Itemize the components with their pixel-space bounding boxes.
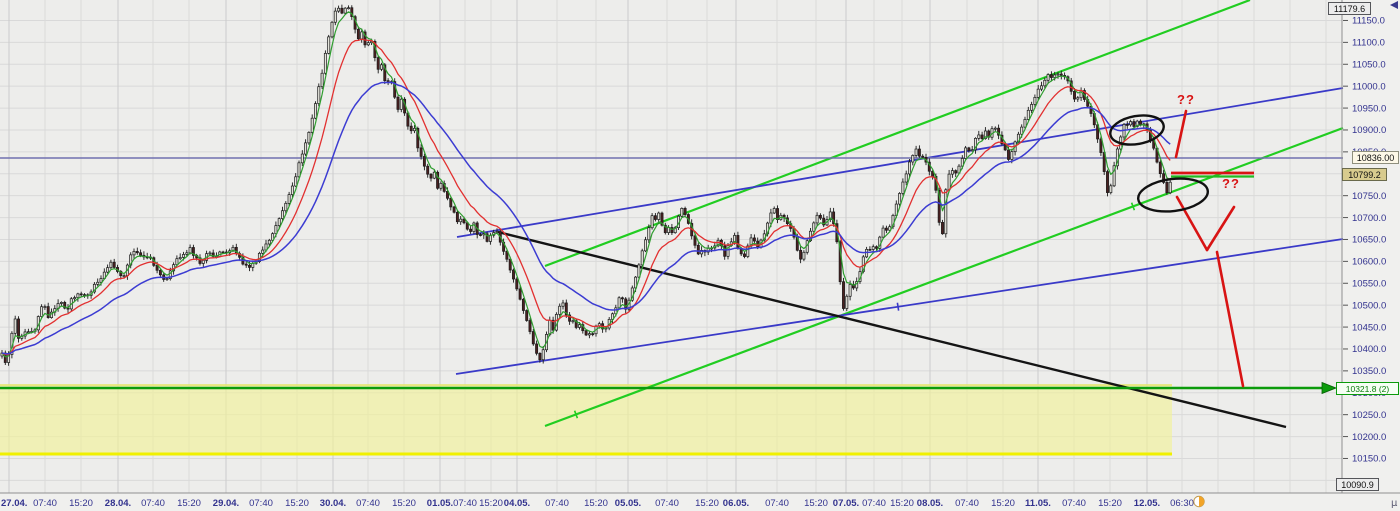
x-axis-label: 15:20	[584, 498, 608, 509]
y-axis-label: 10950.0	[1352, 103, 1386, 114]
green-channel-lower[interactable]	[544, 126, 1344, 428]
x-axis-label: 15:20	[392, 498, 416, 509]
x-axis[interactable]: 27.04. 07:40 15:20 28.04. 07:40 15:20 29.04. 07…	[1, 498, 1194, 509]
x-axis-label: 07:40	[356, 498, 380, 509]
x-axis-label: 07:40	[33, 498, 57, 509]
highlight-ellipse-2[interactable]	[1136, 175, 1209, 215]
x-axis-label: 04.05.	[504, 498, 530, 509]
y-axis-label: 10550.0	[1352, 278, 1386, 289]
x-axis-label: 15:20	[890, 498, 914, 509]
slow-ma-line[interactable]	[1, 81, 1171, 355]
y-axis-label: 10900.0	[1352, 125, 1386, 136]
x-axis-label: 28.04.	[105, 498, 131, 509]
x-axis-label: 07:40	[453, 498, 477, 509]
x-axis-label: 06.05.	[723, 498, 749, 509]
y-axis-label: 10650.0	[1352, 235, 1386, 246]
target-line-arrow-icon	[1321, 381, 1338, 395]
x-axis-label: 11.05.	[1025, 498, 1051, 509]
green-channel-lower-midpoint-tick	[1130, 202, 1136, 211]
half-moon-session-icon	[1193, 495, 1205, 508]
last-price-marker: 10799.2	[1342, 168, 1387, 181]
scenario-annotations	[1108, 109, 1254, 388]
x-axis-label: 07:40	[655, 498, 679, 509]
pin-icon[interactable]: µ	[1391, 498, 1398, 509]
axis-arrow-icon[interactable]	[1390, 1, 1398, 9]
candlestick-series	[0, 4, 1172, 366]
x-axis-label: 07:40	[765, 498, 789, 509]
red-scenario-line-2[interactable]	[1175, 195, 1209, 252]
target-level-marker: 10321.8 (2)	[1336, 382, 1399, 395]
period-high-marker: 11179.6	[1328, 2, 1371, 15]
horizontal-line-value-marker: 10836.00	[1352, 151, 1399, 164]
x-axis-label: 15:20	[69, 498, 93, 509]
x-axis-label: 30.04.	[320, 498, 346, 509]
x-axis-label: 15:20	[177, 498, 201, 509]
x-axis-label: 07.05.	[833, 498, 859, 509]
x-axis-label: 07:40	[141, 498, 165, 509]
question-annotation-lower[interactable]: ??	[1222, 176, 1240, 191]
black-downtrend-line[interactable]	[497, 230, 1287, 429]
x-axis-label: 07:40	[862, 498, 886, 509]
blue-trendline-lower[interactable]	[455, 238, 1344, 375]
y-axis-label: 11150.0	[1352, 16, 1385, 27]
highlight-ellipse-1[interactable]	[1108, 112, 1166, 149]
x-axis-label: 15:20	[804, 498, 828, 509]
x-axis-label: 15:20	[479, 498, 503, 509]
x-axis-label: 05.05.	[615, 498, 641, 509]
x-axis-label: 07:40	[955, 498, 979, 509]
x-axis-label: 15:20	[285, 498, 309, 509]
x-axis-label: 15:20	[991, 498, 1015, 509]
period-low-marker: 10090.9	[1336, 478, 1379, 491]
y-axis-label: 10600.0	[1352, 257, 1386, 268]
y-axis-label: 11100.0	[1352, 38, 1385, 49]
question-annotation-upper[interactable]: ??	[1177, 92, 1195, 107]
x-axis-label: 27.04.	[1, 498, 27, 509]
y-axis-label: 11050.0	[1352, 59, 1386, 70]
x-axis-label: 06:30	[1170, 498, 1194, 509]
x-axis-label: 07:40	[1062, 498, 1086, 509]
x-axis-label: 15:20	[695, 498, 719, 509]
blue-trendline-upper[interactable]	[456, 87, 1344, 238]
y-axis-label: 10450.0	[1352, 322, 1386, 333]
medium-ma-line[interactable]	[1, 38, 1171, 356]
y-axis-label: 10500.0	[1352, 300, 1386, 311]
y-axis-label: 10200.0	[1352, 432, 1386, 443]
y-axis-label: 11000.0	[1352, 81, 1386, 92]
x-axis-label: 01.05.	[427, 498, 453, 509]
green-channel-lower-midpoint-tick	[573, 410, 579, 419]
x-axis-label: 15:20	[1098, 498, 1122, 509]
x-axis-label: 08.05.	[917, 498, 943, 509]
blue-trendline-lower-midpoint-tick	[896, 302, 900, 311]
y-axis-label: 10700.0	[1352, 213, 1386, 224]
y-axis-label: 10350.0	[1352, 366, 1386, 377]
x-axis-label: 07:40	[545, 498, 569, 509]
red-scenario-line-4[interactable]	[1215, 250, 1245, 388]
x-axis-label: 29.04.	[213, 498, 239, 509]
y-axis-label: 10250.0	[1352, 410, 1386, 421]
y-axis-label: 10400.0	[1352, 344, 1386, 355]
red-scenario-line-1[interactable]	[1174, 109, 1188, 159]
support-zone[interactable]	[0, 385, 1172, 455]
x-axis-label: 12.05.	[1134, 498, 1160, 509]
y-axis-label: 10750.0	[1352, 191, 1386, 202]
x-axis-label: 07:40	[249, 498, 273, 509]
red-scenario-line-3[interactable]	[1205, 205, 1236, 252]
y-axis-label: 10150.0	[1352, 454, 1386, 465]
fast-ma-line[interactable]	[1, 11, 1171, 358]
